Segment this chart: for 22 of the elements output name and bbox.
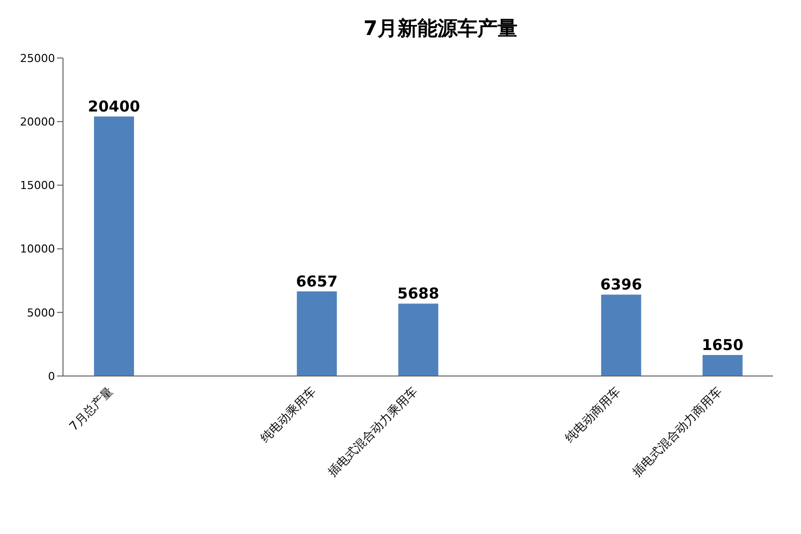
y-tick-label: 15000: [20, 179, 55, 192]
x-tick-label: 7月总产量: [66, 384, 116, 434]
y-tick-label: 25000: [20, 52, 55, 65]
x-tick-label: 插电式混合动力乘用车: [325, 384, 420, 479]
chart-title: 7月新能源车产量: [362, 15, 518, 42]
bar: [94, 116, 134, 376]
bar: [398, 304, 438, 376]
data-label: 6396: [600, 276, 642, 294]
bar: [296, 291, 337, 376]
x-tick-label: 纯电动乘用车: [258, 384, 319, 446]
data-label: 1650: [702, 336, 744, 354]
x-tick-label: 纯电动商用车: [562, 384, 623, 446]
data-label: 5688: [397, 284, 440, 303]
y-tick-label: 0: [48, 370, 55, 383]
y-tick-label: 5000: [27, 306, 55, 320]
y-tick-label: 20000: [20, 116, 55, 129]
data-label: 6657: [296, 272, 338, 290]
data-label: 20400: [88, 98, 140, 116]
bar: [702, 355, 743, 376]
x-tick-label: 插电式混合动力商用车: [630, 384, 724, 479]
y-tick-label: 10000: [20, 242, 55, 256]
bar: [601, 294, 642, 376]
